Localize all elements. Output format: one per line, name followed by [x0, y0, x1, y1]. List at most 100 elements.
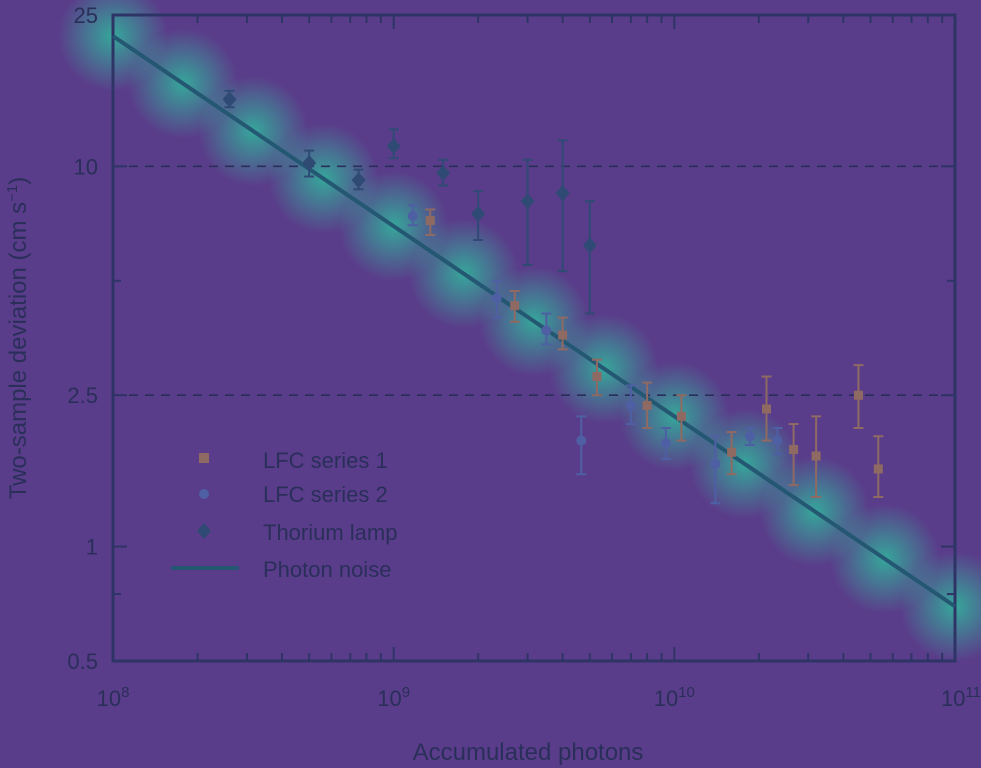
lfc-series-2-point [491, 279, 502, 319]
heat-overlay [58, 0, 981, 662]
diamond-marker [222, 91, 237, 108]
diamond-marker [386, 138, 401, 155]
thorium-lamp-point [471, 190, 486, 242]
circle-marker [744, 431, 755, 442]
lfc-series-1-point [726, 431, 737, 476]
lfc-series-2-point [407, 204, 418, 227]
lfc-series-1-point [642, 381, 653, 430]
square-marker [592, 372, 602, 382]
lfc-series-2-point [576, 415, 587, 476]
data-points [222, 89, 884, 505]
legend-marker-thorium [197, 523, 211, 539]
y-axis-title-superscript: −1 [4, 185, 21, 202]
legend-marker-lfc2 [199, 489, 209, 499]
square-marker [510, 301, 520, 311]
circle-marker [625, 400, 636, 411]
square-marker [642, 400, 652, 410]
legend-label-photon: Photon noise [263, 557, 391, 582]
legend-label-thorium: Thorium lamp [263, 520, 397, 545]
diamond-marker [351, 172, 366, 189]
lfc-series-1-point [811, 415, 822, 498]
x-tick-label-base: 10 [654, 686, 678, 711]
x-tick-label: 1010 [654, 684, 695, 711]
x-tick-label: 108 [97, 684, 130, 711]
legend-label-lfc2: LFC series 2 [263, 482, 388, 507]
y-tick-label: 10 [74, 154, 98, 179]
x-tick-label-exponent: 9 [402, 684, 410, 701]
lfc-series-2-point [772, 427, 783, 456]
plot-border [111, 13, 957, 663]
square-marker [853, 390, 863, 400]
lfc-series-2-point [541, 312, 552, 346]
circle-marker [576, 435, 587, 446]
circle-marker [772, 435, 783, 446]
thorium-lamp-point [520, 158, 535, 267]
lfc-series-2-point [710, 435, 721, 505]
circle-marker [407, 211, 418, 222]
square-marker [789, 444, 799, 454]
lfc-series-1-point [853, 364, 864, 430]
diamond-marker [436, 165, 451, 182]
x-tick-label: 1011 [941, 684, 981, 711]
diamond-marker [520, 193, 535, 210]
x-tick-label-exponent: 8 [121, 684, 129, 701]
circle-marker [541, 325, 552, 336]
y-tick-label: 2.5 [67, 383, 98, 408]
thorium-lamp-point [302, 149, 317, 178]
square-marker [727, 447, 737, 457]
circle-marker [710, 458, 721, 469]
x-tick-label-exponent: 11 [965, 684, 981, 701]
photon-noise-line [111, 34, 957, 609]
square-marker [425, 216, 435, 226]
y-tick-label: 25 [74, 3, 98, 28]
x-tick-label-base: 10 [97, 686, 121, 711]
lfc-series-1-point [676, 394, 687, 442]
lfc-series-1-point [761, 375, 772, 442]
lfc-series-2-point [660, 427, 671, 460]
thorium-lamp-point [436, 158, 451, 187]
x-tick-label: 109 [377, 684, 410, 711]
y-tick-label: 0.5 [67, 649, 98, 674]
legend-label-lfc1: LFC series 1 [263, 448, 388, 473]
heat-glow [900, 551, 981, 662]
diamond-marker [555, 185, 570, 202]
photon-noise-trend [111, 34, 957, 609]
thorium-lamp-point [555, 139, 570, 273]
legend-marker-lfc1 [199, 453, 209, 463]
plot-frame [111, 13, 957, 663]
reference-lines [113, 165, 955, 397]
thorium-lamp-point [222, 89, 237, 109]
circle-marker [660, 438, 671, 449]
diamond-marker [471, 205, 486, 222]
y-axis-title-main: Two-sample deviation (cm s [5, 202, 32, 499]
diamond-marker [302, 155, 317, 172]
square-marker [811, 451, 821, 461]
lfc-series-1-point [873, 435, 884, 498]
thorium-lamp-point [386, 128, 401, 160]
legend: LFC series 1 LFC series 2 Thorium lamp P… [171, 448, 397, 582]
lfc-series-1-point [557, 316, 568, 351]
x-tick-label-base: 10 [377, 686, 401, 711]
square-marker [873, 464, 883, 474]
lfc-series-1-point [509, 289, 520, 323]
y-axis-title-end: ) [5, 177, 32, 185]
square-marker [761, 404, 771, 414]
lfc-series-1-point [425, 208, 436, 236]
circle-marker [491, 293, 502, 304]
lfc-series-2-point [744, 427, 755, 446]
y-axis-title: Two-sample deviation (cm s−1) [4, 177, 32, 500]
thorium-lamp-point [582, 200, 597, 315]
lfc-series-2-point [625, 384, 636, 426]
square-marker [676, 411, 686, 421]
diamond-marker [582, 237, 597, 254]
x-axis-title: Accumulated photons [413, 739, 644, 766]
square-marker [558, 330, 568, 340]
lfc-series-1-point [788, 423, 799, 487]
thorium-lamp-point [351, 168, 366, 191]
y-tick-label: 1 [86, 535, 98, 560]
lfc-series-1-point [591, 358, 602, 397]
x-tick-label-base: 10 [941, 686, 965, 711]
x-tick-label-exponent: 10 [678, 684, 695, 701]
